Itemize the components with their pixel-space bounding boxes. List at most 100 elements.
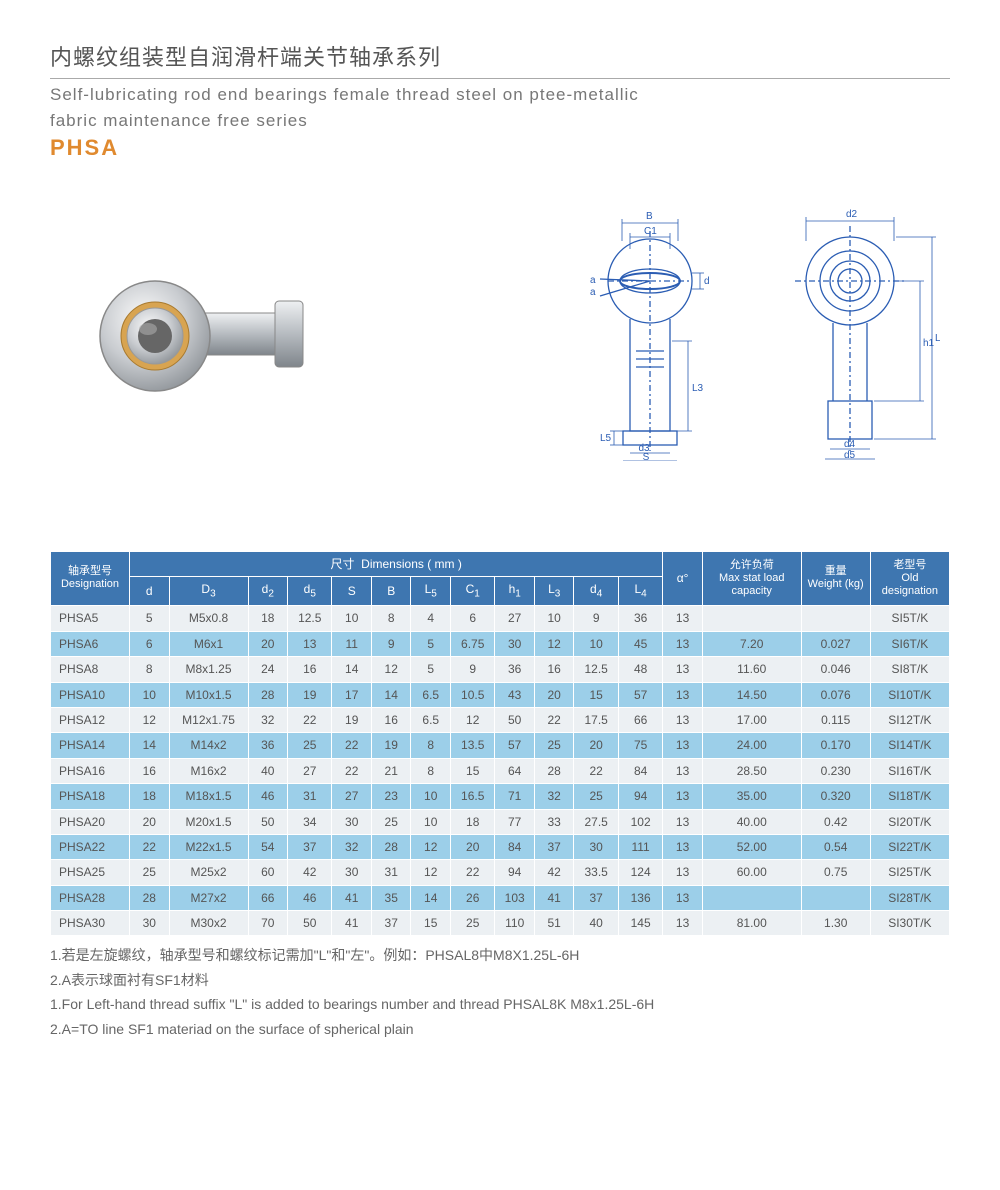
cell-h1: 43 [495,682,535,707]
cell-D3: M5x0.8 [169,606,248,631]
table-row: PHSA3030M30x270504137152511051401451381.… [51,911,950,936]
cell-d4: 25 [574,784,618,809]
cell-old: SI30T/K [870,911,949,936]
svg-text:d2: d2 [846,209,858,220]
cell-d5: 22 [288,707,332,732]
cell-S: 17 [332,682,372,707]
table-row: PHSA55M5x0.81812.510846271093613SI5T/K [51,606,950,631]
cell-S: 10 [332,606,372,631]
cell-h1: 84 [495,834,535,859]
cell-D3: M10x1.5 [169,682,248,707]
cell-L5: 10 [411,809,451,834]
cell-w: 1.30 [801,911,870,936]
cell-L3: 41 [534,885,574,910]
cell-d: 14 [130,733,170,758]
cell-h1: 94 [495,860,535,885]
cell-h1: 110 [495,911,535,936]
title-chinese: 内螺纹组装型自润滑杆端关节轴承系列 [50,40,950,72]
title-english-line2: fabric maintenance free series [50,109,950,133]
cell-a: 13 [663,809,703,834]
cell-old: SI10T/K [870,682,949,707]
cell-d2: 28 [248,682,288,707]
cell-L4: 48 [618,657,662,682]
cell-a: 13 [663,860,703,885]
cell-h1: 50 [495,707,535,732]
cell-d5: 34 [288,809,332,834]
cell-old: SI14T/K [870,733,949,758]
cell-w: 0.75 [801,860,870,885]
figure-row: B C1 a a d L3 L5 d3 S [50,201,950,461]
note-1-en: 1.For Left-hand thread suffix "L" is add… [50,993,950,1015]
cell-a: 13 [663,631,703,656]
cell-D3: M12x1.75 [169,707,248,732]
svg-text:d: d [704,276,710,287]
cell-B: 8 [371,606,411,631]
cell-d5: 31 [288,784,332,809]
cell-d5: 46 [288,885,332,910]
cell-max: 17.00 [702,707,801,732]
cell-max: 40.00 [702,809,801,834]
cell-h1: 64 [495,758,535,783]
cell-L5: 8 [411,758,451,783]
cell-max: 52.00 [702,834,801,859]
cell-L5: 12 [411,834,451,859]
cell-C1: 16.5 [450,784,494,809]
cell-d4: 9 [574,606,618,631]
cell-D3: M22x1.5 [169,834,248,859]
table-row: PHSA88M8x1.252416141259361612.5481311.60… [51,657,950,682]
cell-L5: 14 [411,885,451,910]
cell-desig: PHSA14 [51,733,130,758]
cell-L4: 57 [618,682,662,707]
cell-a: 13 [663,834,703,859]
svg-text:a: a [590,275,596,286]
cell-C1: 20 [450,834,494,859]
cell-old: SI20T/K [870,809,949,834]
cell-C1: 6 [450,606,494,631]
cell-d: 5 [130,606,170,631]
cell-max [702,606,801,631]
th-dim-d4: d4 [574,576,618,605]
cell-h1: 36 [495,657,535,682]
cell-C1: 22 [450,860,494,885]
cell-d4: 22 [574,758,618,783]
th-dim-h1: h1 [495,576,535,605]
cell-d2: 54 [248,834,288,859]
th-dim-d2: d2 [248,576,288,605]
th-weight: 重量 Weight (kg) [801,551,870,606]
spec-table: 轴承型号 Designation 尺寸 Dimensions ( mm ) α°… [50,551,950,937]
table-row: PHSA1212M12x1.75322219166.512502217.5661… [51,707,950,732]
product-photo [60,231,340,431]
cell-S: 11 [332,631,372,656]
cell-d5: 13 [288,631,332,656]
th-dim-B: B [371,576,411,605]
th-dim-D3: D3 [169,576,248,605]
cell-desig: PHSA25 [51,860,130,885]
cell-S: 19 [332,707,372,732]
cell-a: 13 [663,606,703,631]
cell-d5: 25 [288,733,332,758]
cell-S: 32 [332,834,372,859]
th-maxload: 允许负荷 Max stat load capacity [702,551,801,606]
cell-L5: 6.5 [411,707,451,732]
cell-L5: 6.5 [411,682,451,707]
cell-d: 10 [130,682,170,707]
svg-text:d4: d4 [844,439,856,450]
cell-d2: 70 [248,911,288,936]
cell-h1: 27 [495,606,535,631]
cell-d5: 19 [288,682,332,707]
note-2-en: 2.A=TO line SF1 materiad on the surface … [50,1018,950,1040]
cell-D3: M14x2 [169,733,248,758]
cell-d4: 10 [574,631,618,656]
cell-h1: 57 [495,733,535,758]
cell-C1: 9 [450,657,494,682]
cell-L3: 16 [534,657,574,682]
cell-d5: 50 [288,911,332,936]
cell-d2: 20 [248,631,288,656]
cell-B: 25 [371,809,411,834]
cell-desig: PHSA12 [51,707,130,732]
footnotes: 1.若是左旋螺纹，轴承型号和螺纹标记需加"L"和"左"。例如：PHSAL8中M8… [50,944,950,1040]
table-row: PHSA2222M22x1.55437322812208437301111352… [51,834,950,859]
cell-L3: 12 [534,631,574,656]
cell-d5: 12.5 [288,606,332,631]
cell-max: 7.20 [702,631,801,656]
